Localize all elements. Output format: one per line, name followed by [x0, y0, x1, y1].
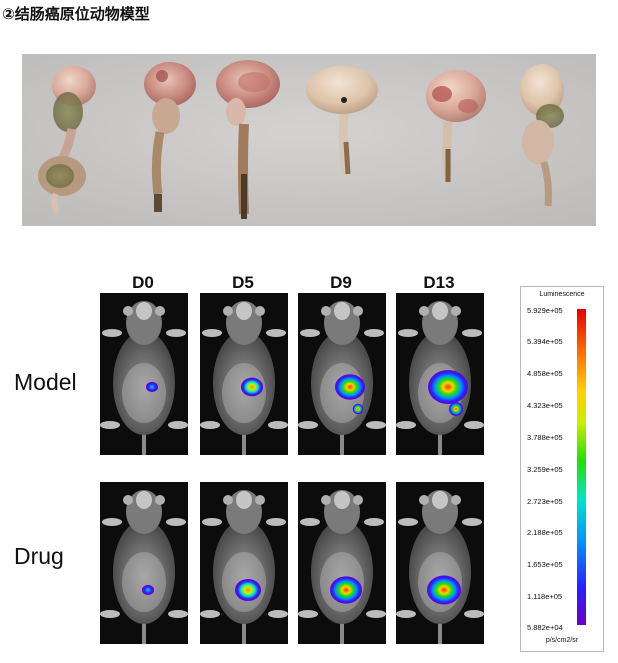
column-label-d5: D5: [232, 273, 254, 292]
column-label-d9: D9: [330, 273, 352, 292]
drug-d5-image: [200, 482, 288, 644]
colorbar-tick: 5.929e+05: [527, 306, 563, 315]
model-d9-image: [298, 293, 386, 455]
tissue-specimen-2: [144, 62, 196, 212]
colorbar-unit: p/s/cm2/sr: [545, 637, 579, 644]
colorbar-tick: 3.788e+05: [527, 433, 563, 442]
tissue-specimen-1: [38, 66, 96, 214]
luminescence-colorbar: Luminescence 5.929e+05 5.394e+05 4.858e+…: [520, 286, 604, 652]
model-d5-image: [200, 293, 288, 455]
tissue-specimen-3: [216, 60, 280, 219]
colorbar-tick: 2.188e+05: [527, 528, 563, 537]
column-label-d13: D13: [423, 273, 455, 292]
colorbar-tick: 5.394e+05: [527, 337, 563, 346]
figure-title: ②结肠癌原位动物模型: [2, 5, 150, 23]
row-label-model: Model: [14, 369, 77, 395]
colorbar-tick: 5.882e+04: [527, 623, 563, 632]
colorbar-tick: 1.118e+05: [527, 592, 563, 601]
colorbar-tick: 1.653e+05: [527, 560, 563, 569]
colorbar-gradient: [577, 309, 586, 625]
colorbar-tick: 4.323e+05: [527, 401, 563, 410]
row-label-drug: Drug: [14, 543, 64, 569]
column-label-d0: D0: [132, 273, 154, 292]
colorbar-tick: 3.259e+05: [527, 465, 563, 474]
tissue-specimen-6: [520, 64, 564, 207]
tissue-specimen-5: [426, 70, 486, 182]
colorbar-tick: 4.858e+05: [527, 369, 563, 378]
colorbar-title: Luminescence: [539, 291, 585, 298]
excised-colon-tissue-photo: [22, 54, 596, 226]
model-d13-image: [396, 293, 484, 455]
drug-d0-image: [100, 482, 188, 644]
model-d0-image: [100, 293, 188, 455]
drug-d9-image: [298, 482, 386, 644]
tissue-specimen-4: [306, 66, 378, 175]
drug-d13-image: [396, 482, 484, 644]
colorbar-tick: 2.723e+05: [527, 497, 563, 506]
